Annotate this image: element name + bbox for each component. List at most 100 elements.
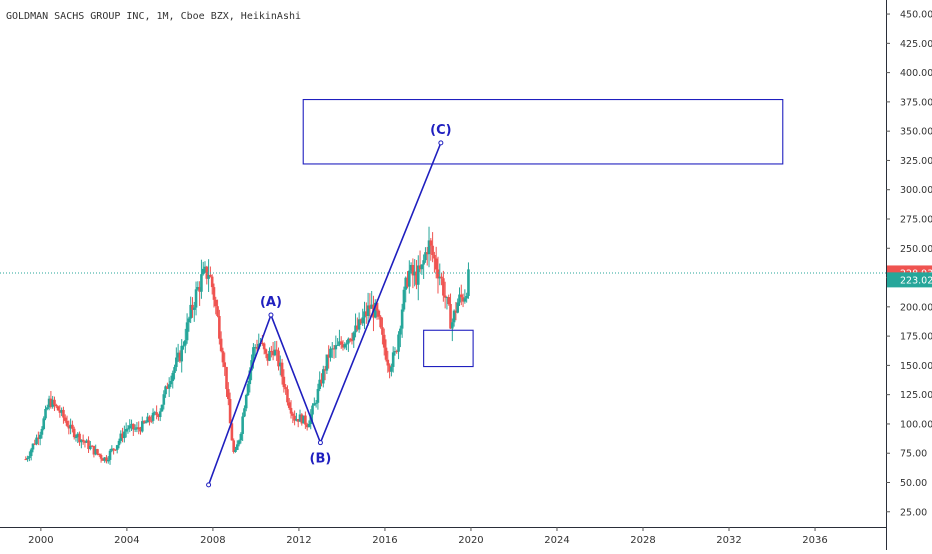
candle-body (140, 421, 144, 432)
candle-body (101, 458, 105, 461)
candle-body (318, 379, 322, 389)
candle-body (393, 351, 397, 353)
wave-label[interactable]: (B) (310, 452, 332, 467)
candle-body (97, 453, 101, 456)
candle-body (243, 408, 246, 417)
wave-label[interactable]: (C) (430, 123, 451, 138)
candle-body (225, 366, 228, 390)
candle-body (123, 431, 126, 439)
candle-body (31, 443, 35, 450)
candle-body (235, 444, 239, 450)
candle-body (293, 415, 296, 421)
support-zone-box[interactable] (423, 329, 474, 368)
candle-body (76, 433, 80, 438)
candle-body (332, 348, 336, 350)
candle-body (391, 352, 395, 367)
candle-body (345, 343, 348, 345)
symbol-title[interactable]: GOLDMAN SACHS GROUP INC, 1M, Cboe BZX, H… (6, 11, 302, 22)
candle-body (94, 449, 97, 455)
candle-body (368, 305, 372, 309)
candle-body (248, 370, 252, 385)
candle-body (194, 289, 198, 308)
candle-body (416, 265, 420, 285)
candle-body (379, 316, 382, 328)
candle-body (99, 455, 103, 459)
candle-body (341, 344, 345, 348)
candle-body (382, 334, 386, 348)
candle-body (291, 413, 295, 416)
wave-point-handle[interactable] (268, 312, 274, 318)
candle-body (135, 427, 139, 429)
candle-body (463, 298, 467, 302)
candle-body (128, 425, 132, 429)
candle-body (458, 294, 461, 303)
candle-body (63, 417, 67, 421)
candle-body (40, 429, 44, 435)
candle-body (112, 448, 115, 450)
wave-point-handle[interactable] (206, 482, 212, 488)
candle-body (139, 429, 142, 432)
candle-body (230, 423, 234, 441)
candle-body (280, 362, 284, 377)
candle-body (440, 276, 443, 279)
candle-body (237, 440, 241, 445)
candle-body (124, 429, 128, 432)
target-zone-box[interactable] (302, 98, 784, 165)
ha-close-label-bg (887, 272, 932, 288)
candle-body (461, 297, 465, 302)
candle-body (103, 457, 106, 461)
wave-point-handle[interactable] (438, 140, 444, 146)
candle-body (157, 414, 160, 418)
time-tick-label: 2000 (28, 535, 53, 546)
time-tick-label: 2020 (458, 535, 483, 546)
candle-body (151, 412, 155, 421)
candle-body (255, 347, 259, 349)
candle-body (399, 328, 402, 335)
candle-body (60, 409, 63, 413)
candle-body (169, 381, 173, 385)
candle-body (415, 271, 418, 285)
price-tick-label: 400.00 (900, 68, 932, 79)
candle-body (153, 412, 157, 414)
candle-body (339, 341, 343, 345)
candle-body (264, 349, 268, 354)
wave-label[interactable]: (A) (260, 295, 282, 310)
candle-body (126, 428, 130, 430)
candle-body (191, 304, 194, 310)
candle-body (216, 306, 219, 317)
candle-body (352, 332, 356, 341)
candle-body (381, 327, 384, 335)
candle-body (160, 404, 164, 412)
candle-body (200, 274, 203, 292)
candle-body (105, 457, 108, 462)
wave-point-handle[interactable] (317, 440, 323, 446)
candle-body (422, 260, 425, 265)
candle-body (314, 402, 318, 404)
candle-body (133, 428, 137, 430)
price-tick-label: 25.00 (900, 507, 927, 518)
candle-body (452, 310, 456, 323)
candle-body (90, 445, 94, 447)
candle-body (65, 420, 69, 426)
candle-body (321, 369, 325, 384)
time-tick-label: 2004 (114, 535, 139, 546)
candle-body (252, 347, 255, 361)
candle-body (289, 407, 293, 414)
candle-body (454, 310, 458, 313)
candle-body (313, 403, 316, 406)
candle-body (323, 369, 327, 371)
time-tick-label: 2032 (716, 535, 741, 546)
candle-body (62, 409, 65, 418)
candle-body (130, 423, 133, 426)
candle-body (395, 351, 399, 353)
candle-body (434, 258, 438, 270)
candle-body (465, 295, 468, 299)
candle-body (176, 352, 180, 358)
elliott-wave-line[interactable] (207, 142, 442, 486)
candle-body (253, 347, 257, 349)
candle-body (449, 304, 452, 329)
candle-body (142, 421, 146, 423)
candle-body (357, 319, 361, 330)
